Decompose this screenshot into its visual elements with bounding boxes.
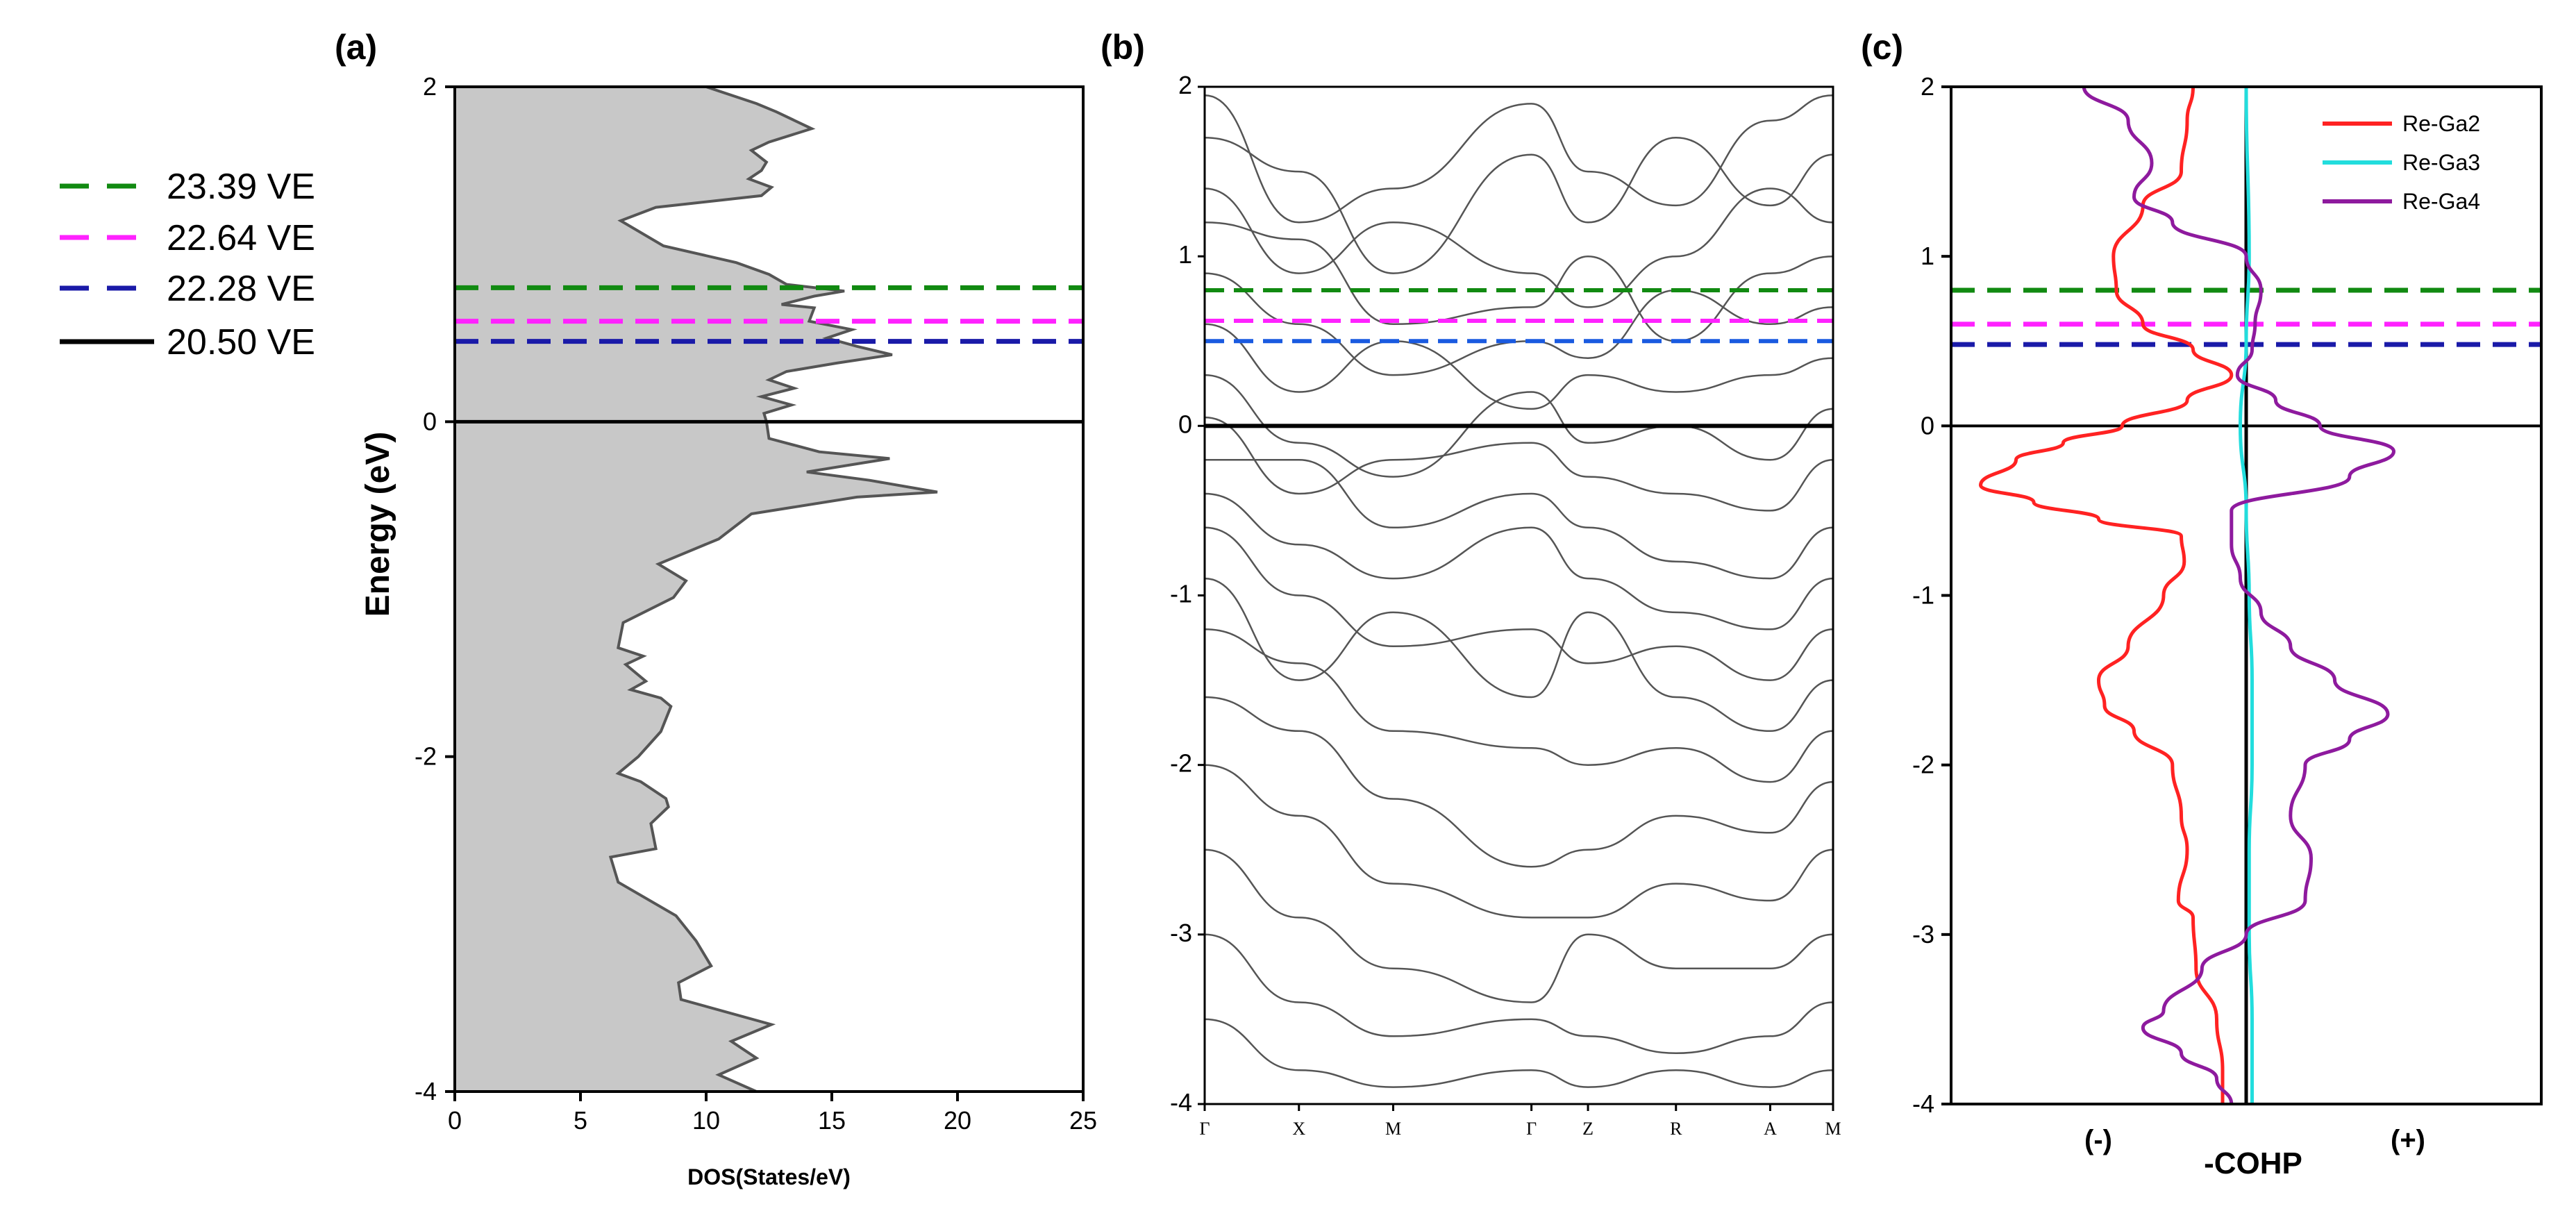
- band-line: [1204, 526, 1834, 681]
- y-tick-label: 1: [1178, 240, 1192, 269]
- k-point-label: Γ: [1199, 1119, 1210, 1139]
- band-line: [1204, 137, 1834, 274]
- legend-label: Re-Ga3: [2402, 150, 2480, 175]
- y-tick-label: 0: [1921, 411, 1934, 440]
- band-line: [1204, 416, 1834, 512]
- x-axis-title: -COHP: [2204, 1146, 2302, 1180]
- cohp-curve-re-ga4: [2082, 86, 2396, 1105]
- dos-fill-area: [455, 87, 937, 1092]
- plot-frame: [453, 85, 1085, 1093]
- cohp-legend: Re-Ga2 Re-Ga3 Re-Ga4: [2323, 111, 2480, 214]
- legend-label: 23.39 VE: [167, 167, 315, 207]
- y-tick-label: -3: [1170, 919, 1192, 947]
- y-tick-label: -2: [1912, 751, 1934, 779]
- x-tick-label: 10: [692, 1106, 720, 1135]
- band-line: [1204, 1018, 1834, 1088]
- band-line: [1204, 323, 1834, 410]
- y-tick-label: 2: [1921, 72, 1934, 101]
- y-tick-label: -1: [1170, 580, 1192, 608]
- energy-level-legend: 23.39 VE 22.64 VE 22.28 VE 20.50 VE: [60, 167, 315, 362]
- y-tick-label: 1: [1921, 242, 1934, 270]
- k-point-label: R: [1670, 1119, 1682, 1139]
- negative-annotation: (-): [2084, 1125, 2112, 1155]
- k-point-label: M: [1825, 1119, 1841, 1139]
- x-tick-label: 15: [818, 1106, 846, 1135]
- k-point-label: Γ: [1526, 1119, 1537, 1139]
- band-line: [1204, 764, 1834, 919]
- y-tick-label: -4: [415, 1077, 437, 1105]
- y-tick-label: -3: [1912, 920, 1934, 949]
- energy-axis-title: Energy (eV): [360, 432, 396, 617]
- band-line: [1204, 458, 1834, 580]
- x-axis-title: DOS(States/eV): [687, 1164, 851, 1189]
- y-tick-label: 2: [1178, 71, 1192, 99]
- legend-label: Re-Ga4: [2402, 189, 2480, 214]
- y-tick-label: 0: [1178, 410, 1192, 438]
- panel-label: (c): [1861, 28, 1903, 67]
- panel-b-band-structure: (b) -4 -3 -2 -1 0 1 2 Γ X M Γ Z R A M: [1101, 28, 1841, 1139]
- panel-c-cohp: (c) -4 -3 -2 -1 0 1 2 Re-Ga2 Re-Ga3 Re-Ga4 (-) (+) -C…: [1861, 28, 2543, 1180]
- dos-curve: [608, 85, 938, 1093]
- band-line: [1204, 272, 1834, 376]
- y-tick-label: -1: [1912, 581, 1934, 610]
- legend-label: Re-Ga2: [2402, 111, 2480, 136]
- y-tick-label: -4: [1912, 1089, 1934, 1118]
- legend-item: 22.28 VE: [60, 269, 315, 309]
- panel-label: (a): [335, 28, 377, 67]
- y-tick-label: 2: [423, 72, 437, 101]
- y-tick-label: -4: [1170, 1088, 1192, 1117]
- legend-item: 22.64 VE: [60, 218, 315, 258]
- y-tick-label: -2: [1170, 749, 1192, 778]
- k-point-label: M: [1385, 1119, 1401, 1139]
- legend-label: 22.64 VE: [167, 218, 315, 258]
- x-tick-label: 5: [574, 1106, 587, 1135]
- k-point-label: Z: [1582, 1119, 1594, 1139]
- x-tick-label: 20: [944, 1106, 971, 1135]
- cohp-curve-re-ga2: [1978, 86, 2234, 1104]
- band-line: [1204, 374, 1834, 478]
- k-point-label: A: [1764, 1119, 1777, 1139]
- band-line: [1204, 933, 1834, 1055]
- legend-item: 20.50 VE: [60, 322, 315, 362]
- y-tick-label: 0: [423, 407, 437, 435]
- x-tick-label: 25: [1069, 1106, 1097, 1135]
- legend-item: 23.39 VE: [60, 167, 315, 207]
- positive-annotation: (+): [2391, 1125, 2425, 1155]
- legend-label: 20.50 VE: [167, 322, 315, 362]
- band-line: [1204, 577, 1834, 733]
- band-line: [1204, 492, 1834, 630]
- k-point-label: X: [1292, 1119, 1305, 1139]
- band-line: [1204, 628, 1834, 783]
- band-line: [1204, 94, 1834, 224]
- y-tick-label: -2: [415, 742, 437, 771]
- cohp-curve-re-ga3: [2238, 86, 2255, 1104]
- band-line: [1204, 849, 1834, 1003]
- band-line: [1204, 696, 1834, 868]
- panel-label: (b): [1101, 28, 1145, 67]
- band-line: [1204, 187, 1834, 308]
- x-tick-label: 0: [448, 1106, 462, 1135]
- legend-label: 22.28 VE: [167, 269, 315, 309]
